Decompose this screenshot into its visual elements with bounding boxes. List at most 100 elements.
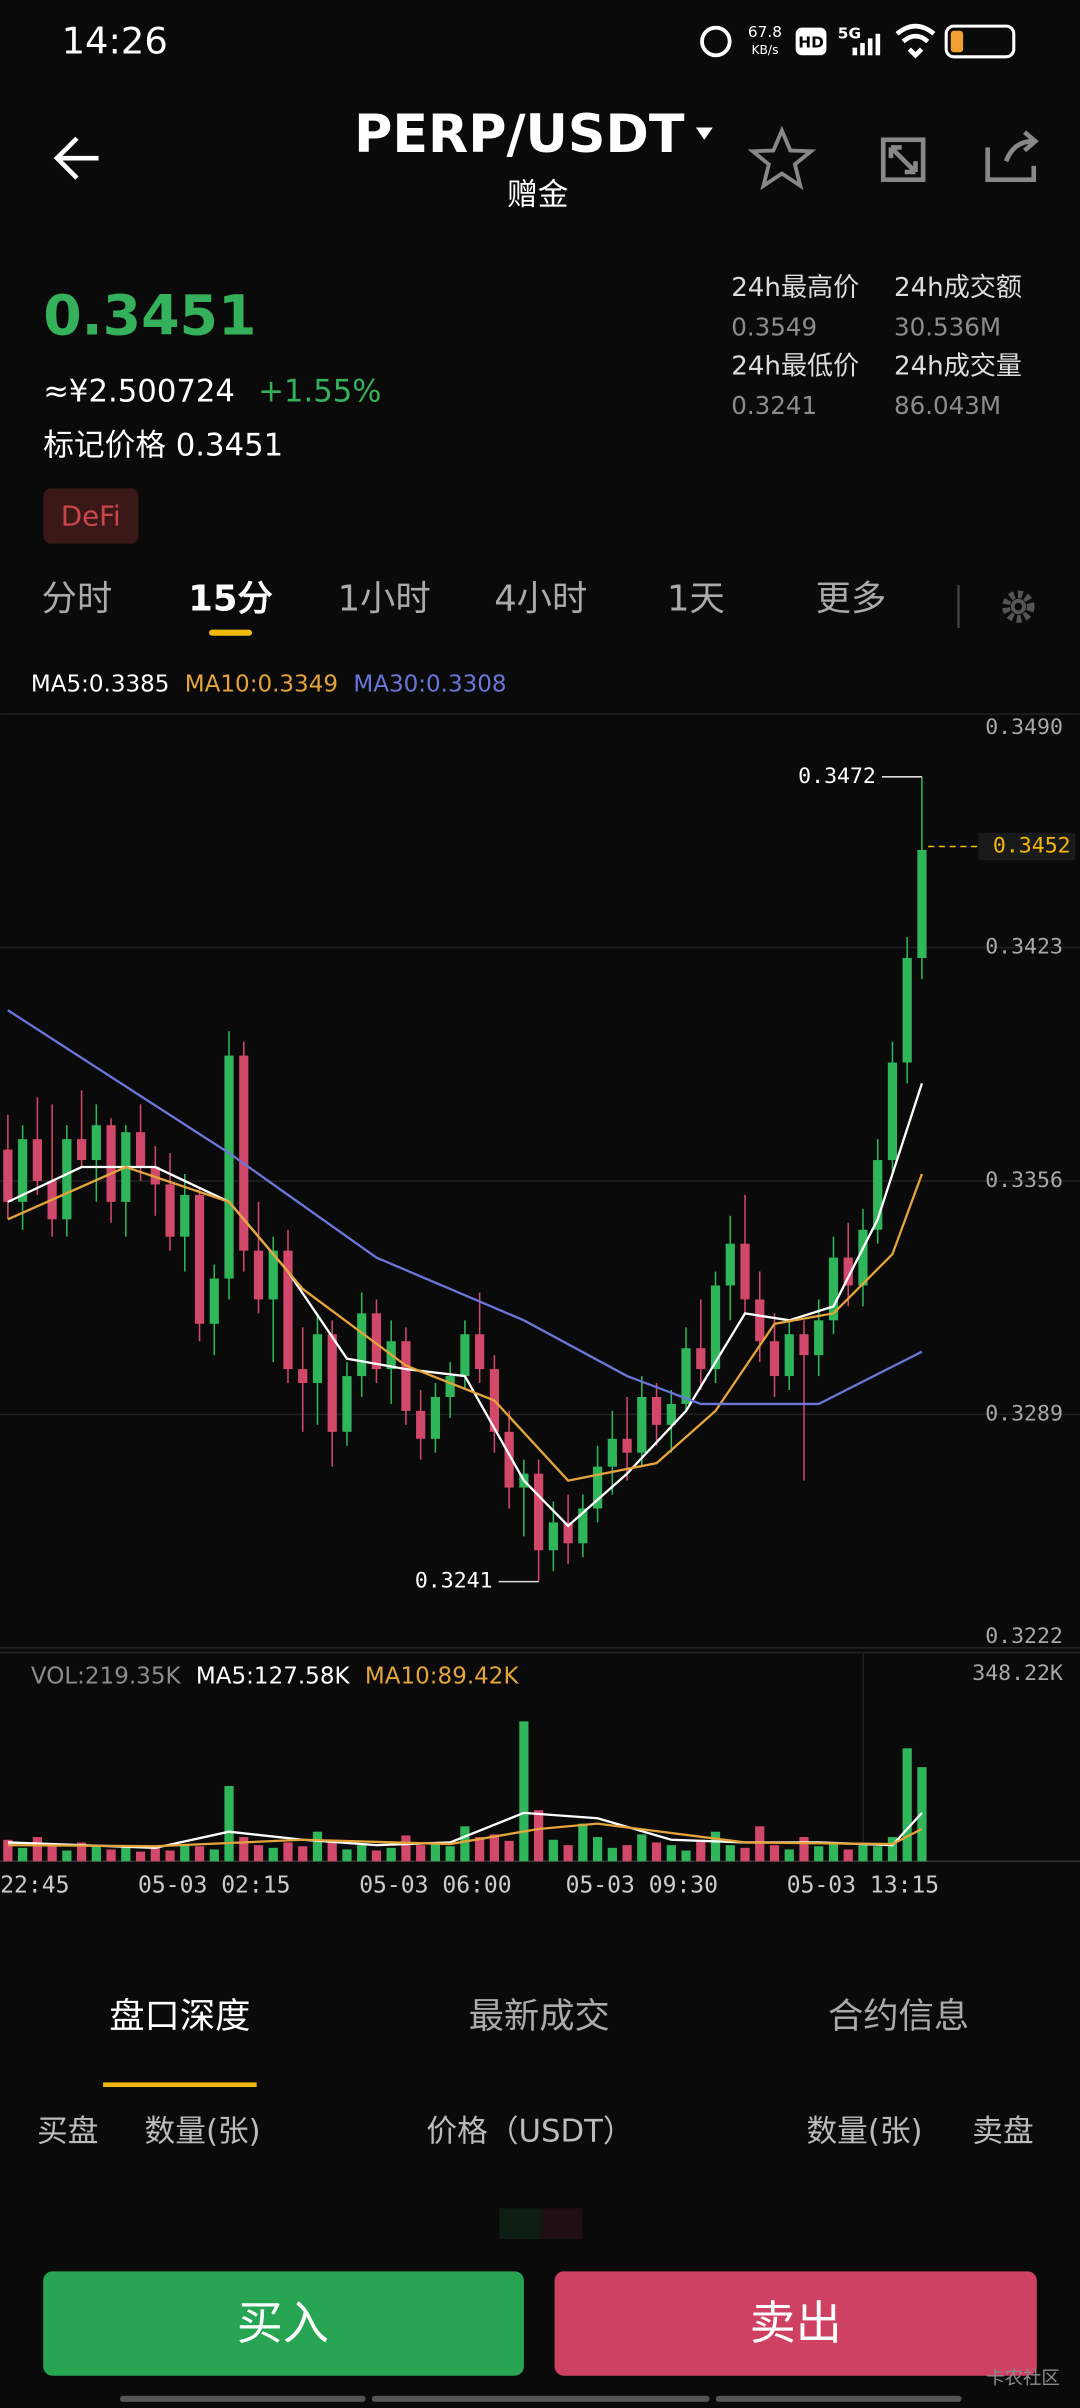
depth-tabs: 盘口深度 最新成交 合约信息 (103, 1996, 969, 2088)
fullscreen-button[interactable] (880, 137, 926, 182)
tag-badge[interactable] (43, 488, 139, 544)
candle-body (887, 1062, 898, 1161)
candle-body (194, 1194, 205, 1324)
signal-icon (852, 33, 881, 56)
candle-body (298, 1369, 308, 1384)
volume-bar (135, 1851, 146, 1862)
volume-bar (887, 1837, 898, 1862)
candle-body (371, 1313, 382, 1370)
volume-bar (460, 1826, 470, 1862)
volume-bar (755, 1826, 765, 1862)
candle-body (209, 1278, 219, 1324)
candle-body (106, 1125, 116, 1202)
interval-tab[interactable]: 4小时 (494, 578, 587, 619)
candle-body (430, 1396, 441, 1439)
back-button[interactable] (53, 136, 99, 180)
candle-body (76, 1139, 87, 1161)
volume-bar (253, 1845, 264, 1862)
volume-bar (607, 1847, 617, 1862)
candle-body (283, 1250, 293, 1370)
favorite-button[interactable] (747, 125, 817, 191)
candle-body (180, 1194, 190, 1237)
candle-body (327, 1334, 337, 1432)
volume-bar (873, 1846, 883, 1862)
candle-body (18, 1139, 28, 1202)
net-speed: 67.8 (748, 23, 782, 41)
candle-body (784, 1334, 794, 1377)
candle-body (32, 1139, 42, 1181)
volume-bar (121, 1845, 131, 1862)
candle-body (475, 1334, 485, 1370)
cny-price: ≈¥2.500724 (43, 374, 235, 410)
net-speed-unit: KB/s (751, 43, 778, 57)
ma-legend: MA30:0.3308 (353, 671, 506, 697)
volume-bar (681, 1850, 691, 1862)
volume-bar (843, 1849, 853, 1862)
buy-label[interactable]: 买入 (237, 2296, 329, 2350)
candle-body (3, 1149, 13, 1202)
interval-tab[interactable]: 更多 (816, 578, 887, 619)
candle-body (504, 1431, 514, 1488)
interval-tab[interactable]: 1天 (667, 578, 725, 619)
stat-value: 0.3241 (731, 391, 817, 420)
volume-bar (637, 1834, 647, 1862)
candle-body (828, 1257, 839, 1321)
candle-body (401, 1341, 411, 1411)
candle-body (666, 1403, 676, 1425)
stat-label: 24h成交量 (894, 352, 1022, 382)
interval-tab[interactable]: 1小时 (338, 578, 431, 619)
wifi-icon (895, 23, 936, 59)
annotation-label: 0.3241 (415, 1569, 493, 1594)
active-tab-indicator (103, 2082, 257, 2088)
share-button[interactable] (985, 130, 1039, 182)
last-price-box (978, 832, 1076, 861)
stat-value: 0.3549 (731, 313, 817, 342)
volume-bar (740, 1847, 750, 1862)
volume-bar (312, 1831, 323, 1862)
volume-bar (858, 1845, 868, 1862)
candle-body (268, 1250, 278, 1300)
volume-bar (696, 1839, 706, 1862)
depth-tab[interactable]: 最新成交 (469, 1996, 610, 2037)
volume-bar (416, 1845, 426, 1862)
x-tick-label: 05-03 06:00 (359, 1872, 511, 1898)
volume-tick-label: 348.22K (972, 1661, 1063, 1686)
interval-tab[interactable]: 分时 (42, 578, 113, 619)
candle-body (253, 1250, 264, 1300)
depth-tab[interactable]: 盘口深度 (109, 1996, 250, 2037)
depth-tab[interactable]: 合约信息 (828, 1996, 969, 2037)
pair-dropdown[interactable] (695, 127, 713, 140)
volume-bar (578, 1823, 588, 1862)
x-tick-label: 05-03 09:30 (566, 1872, 718, 1898)
candle-body (710, 1285, 721, 1370)
stat-label: 24h最高价 (731, 273, 859, 303)
sell-label[interactable]: 卖出 (750, 2296, 842, 2350)
battery-icon (944, 24, 1016, 59)
volume-bar (342, 1849, 352, 1862)
volume-bar (224, 1785, 234, 1862)
last-price-label: 0.3452 (993, 833, 1071, 858)
volume-bar (769, 1845, 780, 1862)
volume-bar (91, 1846, 101, 1862)
volume-bar (710, 1831, 721, 1862)
candle-body (769, 1341, 780, 1377)
sell-button[interactable] (554, 2271, 1037, 2376)
candle-body (165, 1184, 175, 1237)
candle-body (681, 1348, 691, 1404)
settings-button[interactable] (1002, 590, 1035, 623)
stat-value: 86.043M (894, 391, 1001, 420)
candle-body (858, 1229, 868, 1286)
volume-bar (165, 1850, 175, 1862)
pair-title[interactable]: PERP/USDT (354, 105, 685, 165)
volume-bar (3, 1839, 13, 1862)
tag-text[interactable]: DeFi (61, 500, 121, 533)
ma-legend: MA5:0.3385 (31, 671, 170, 697)
interval-tabs: 分时 15分 1小时 4小时 1天 更多 (42, 578, 887, 636)
buy-button[interactable] (43, 2271, 524, 2376)
interval-tab[interactable]: 15分 (188, 578, 272, 619)
candle-body (622, 1438, 632, 1453)
candle-body (150, 1167, 160, 1185)
